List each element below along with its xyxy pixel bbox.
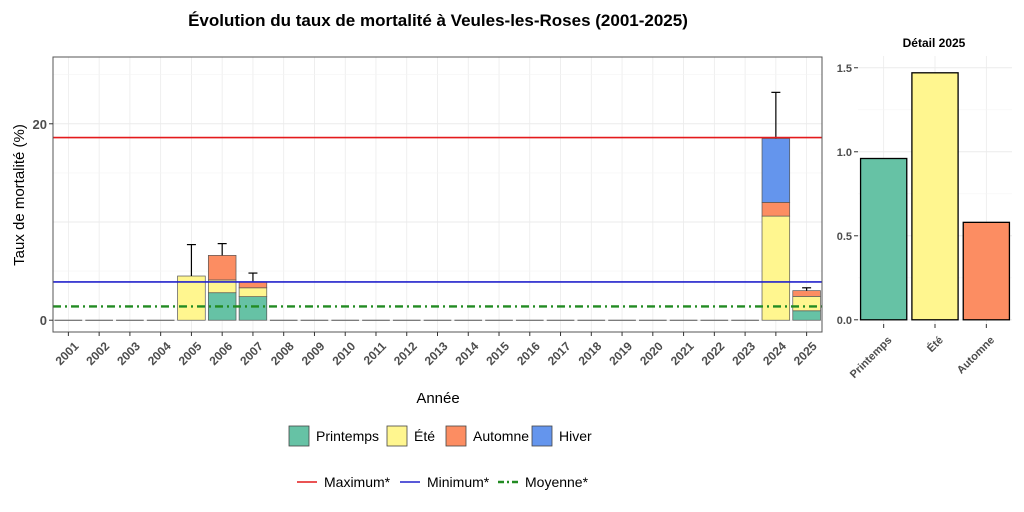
x-tick-label: 2018 bbox=[576, 339, 605, 368]
legend-swatch bbox=[288, 425, 310, 447]
detail-x-tick-label: Automne bbox=[955, 334, 997, 376]
main-x-axis-ticks: 2001 2002 2003 2004 2005 2006 2007 2008 2009 2010… bbox=[53, 332, 820, 368]
x-tick-label: 2001 bbox=[53, 339, 82, 368]
y-tick-label: 0 bbox=[40, 313, 47, 328]
x-axis-title: Année bbox=[416, 390, 459, 407]
legend-label: Printemps bbox=[316, 428, 379, 444]
x-tick-label: 2023 bbox=[729, 339, 758, 368]
main-plot-panel: 0 20 2001 2002 2003 2004 2005 2006 2007 2008 2009… bbox=[33, 56, 823, 368]
detail-bar bbox=[962, 221, 1011, 321]
y-tick-label: 20 bbox=[33, 117, 47, 132]
legend-swatch bbox=[445, 425, 467, 447]
legend-reference-lines: Maximum* Minimum* Moyenne* bbox=[297, 474, 589, 490]
x-tick-label: 2014 bbox=[453, 339, 482, 368]
x-tick-label: 2015 bbox=[483, 339, 512, 368]
legend-swatch bbox=[386, 425, 408, 447]
x-tick-label: 2003 bbox=[114, 339, 143, 368]
x-tick-label: 2012 bbox=[391, 339, 420, 368]
detail-x-tick-label: Été bbox=[924, 334, 945, 355]
legend-line-label: Moyenne* bbox=[525, 474, 589, 490]
detail-y-tick-label: 1.0 bbox=[837, 147, 852, 159]
x-tick-label: 2011 bbox=[361, 339, 390, 368]
legend-line-label: Maximum* bbox=[324, 474, 391, 490]
detail-y-tick-label: 0.5 bbox=[837, 231, 852, 243]
bar-segment bbox=[238, 296, 268, 321]
detail-plot-panel: 0.0 0.5 1.0 1.5 Printemps Été Automne bbox=[837, 56, 1012, 381]
bar-segment bbox=[238, 281, 268, 289]
bar-segment bbox=[761, 138, 791, 203]
detail-bar bbox=[911, 72, 959, 321]
x-tick-label: 2006 bbox=[206, 339, 235, 368]
detail-y-tick-label: 1.5 bbox=[837, 63, 852, 75]
legend-swatch bbox=[531, 425, 553, 447]
legend-label: Hiver bbox=[559, 428, 592, 444]
main-reference-lines bbox=[53, 136, 822, 308]
legend-label: Automne bbox=[473, 428, 529, 444]
x-tick-label: 2021 bbox=[668, 339, 697, 368]
x-tick-label: 2022 bbox=[699, 339, 728, 368]
x-tick-label: 2002 bbox=[83, 339, 112, 368]
bar-segment bbox=[238, 287, 268, 297]
main-bars bbox=[177, 138, 821, 321]
detail-bars bbox=[859, 72, 1011, 321]
main-error-bars bbox=[186, 91, 812, 291]
detail-y-tick-label: 0.0 bbox=[837, 315, 852, 327]
detail-chart-title: Détail 2025 bbox=[903, 36, 966, 50]
x-tick-label: 2010 bbox=[329, 339, 358, 368]
x-tick-label: 2019 bbox=[606, 339, 635, 368]
x-tick-label: 2016 bbox=[514, 339, 543, 368]
y-axis-title: Taux de mortalité (%) bbox=[11, 124, 28, 266]
x-tick-label: 2024 bbox=[760, 339, 789, 368]
bar-segment bbox=[761, 215, 791, 321]
x-tick-label: 2025 bbox=[791, 339, 820, 368]
legend-line-label: Minimum* bbox=[427, 474, 490, 490]
detail-bar bbox=[859, 157, 908, 321]
legend-seasons: Printemps Été Automne Hiver bbox=[288, 425, 592, 447]
bar-segment bbox=[207, 255, 237, 281]
chart-title: Évolution du taux de mortalité à Veules-… bbox=[188, 11, 688, 30]
x-tick-label: 2004 bbox=[145, 339, 174, 368]
x-tick-label: 2005 bbox=[176, 339, 205, 368]
x-tick-label: 2007 bbox=[237, 339, 266, 368]
bar-segment bbox=[792, 290, 821, 297]
x-tick-label: 2020 bbox=[637, 339, 666, 368]
main-y-axis-ticks: 0 20 bbox=[33, 117, 53, 328]
detail-y-axis-ticks: 0.0 0.5 1.0 1.5 bbox=[837, 63, 858, 327]
x-tick-label: 2017 bbox=[545, 339, 574, 368]
legend-label: Été bbox=[414, 428, 435, 444]
bar-segment bbox=[761, 202, 791, 217]
x-tick-label: 2008 bbox=[268, 339, 297, 368]
x-tick-label: 2013 bbox=[422, 339, 451, 368]
detail-x-tick-label: Printemps bbox=[848, 334, 895, 381]
bar-segment bbox=[792, 310, 821, 321]
detail-x-axis-ticks: Printemps Été Automne bbox=[848, 324, 997, 381]
x-tick-label: 2009 bbox=[299, 339, 328, 368]
bar-segment bbox=[792, 295, 821, 312]
